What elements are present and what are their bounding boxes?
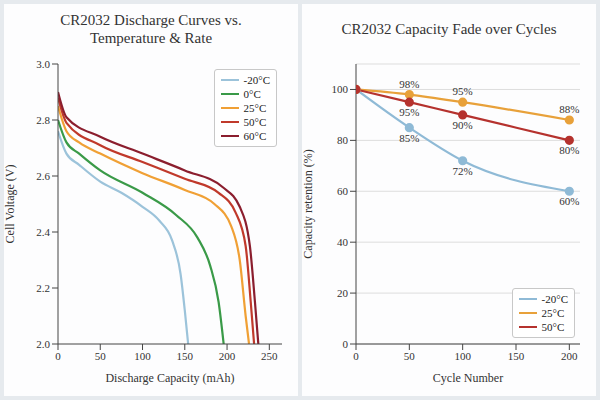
html-text:CR2032 Capacity Fade over Cycl: CR2032 Capacity Fade over Cycles <box>341 21 557 37</box>
svg-text:72%: 72% <box>453 165 473 177</box>
html-text:50°C: 50°C <box>243 116 267 128</box>
html-text:-20°C: -20°C <box>541 293 568 305</box>
svg-text:150: 150 <box>177 350 194 362</box>
svg-text:2.8: 2.8 <box>36 114 50 126</box>
html-text:CR2032 Discharge Curves vs. Te: CR2032 Discharge Curves vs. Temperature … <box>60 12 242 46</box>
svg-text:80%: 80% <box>559 144 579 156</box>
svg-text:200: 200 <box>561 350 578 362</box>
svg-text:0: 0 <box>55 350 61 362</box>
svg-text:0: 0 <box>353 350 359 362</box>
html-text:25°C: 25°C <box>243 102 267 114</box>
html-text:0°C: 0°C <box>243 88 261 100</box>
svg-text:100: 100 <box>332 83 349 95</box>
svg-text:98%: 98% <box>399 78 419 90</box>
svg-text:100: 100 <box>454 350 471 362</box>
svg-text:50: 50 <box>95 350 107 362</box>
svg-text:40: 40 <box>337 236 349 248</box>
svg-text:Cell Voltage (V): Cell Voltage (V) <box>4 165 17 244</box>
svg-text:90%: 90% <box>453 119 473 131</box>
svg-text:20: 20 <box>337 287 349 299</box>
html-text:-20°C: -20°C <box>243 74 270 86</box>
svg-text:2.4: 2.4 <box>36 226 50 238</box>
svg-text:Capacity retention (%): Capacity retention (%) <box>302 149 315 258</box>
svg-text:50: 50 <box>404 350 416 362</box>
svg-text:250: 250 <box>261 350 278 362</box>
svg-text:80: 80 <box>337 134 349 146</box>
html-text:60°C: 60°C <box>243 130 267 142</box>
svg-text:95%: 95% <box>453 85 473 97</box>
svg-text:Cycle Number: Cycle Number <box>433 371 503 385</box>
svg-text:3.0: 3.0 <box>36 58 50 70</box>
svg-text:2.6: 2.6 <box>36 170 50 182</box>
svg-text:200: 200 <box>219 350 236 362</box>
svg-text:85%: 85% <box>399 132 419 144</box>
svg-text:2.0: 2.0 <box>36 338 50 350</box>
svg-text:60: 60 <box>337 185 349 197</box>
svg-text:95%: 95% <box>399 106 419 118</box>
svg-text:60%: 60% <box>559 195 579 207</box>
svg-text:Discharge Capacity (mAh): Discharge Capacity (mAh) <box>105 371 234 385</box>
svg-text:150: 150 <box>508 350 525 362</box>
html-text:25°C: 25°C <box>541 307 565 319</box>
svg-text:0: 0 <box>343 338 349 350</box>
svg-text:100: 100 <box>134 350 151 362</box>
svg-text:88%: 88% <box>559 103 579 115</box>
svg-text:2.2: 2.2 <box>36 282 50 294</box>
html-text:50°C: 50°C <box>541 321 565 333</box>
